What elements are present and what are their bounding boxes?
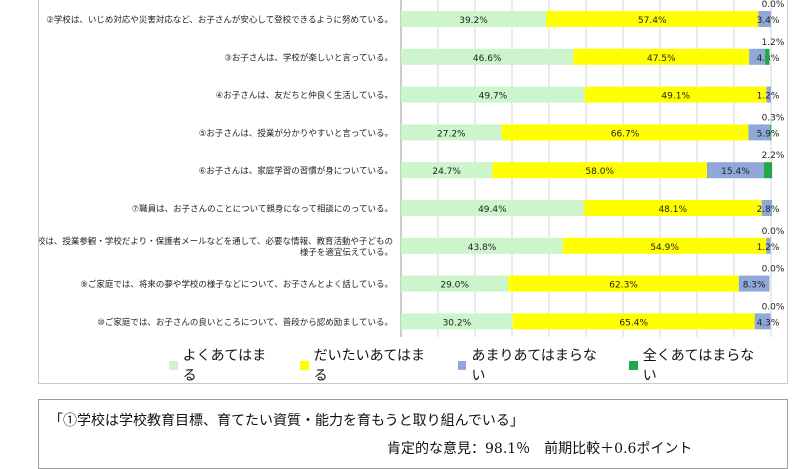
data-label: 15.4% [721,167,750,177]
summary-note: 「①学校は学校教育目標、育てたい資質・能力を育もうと取り組んでいる」 肯定的な意… [38,399,788,469]
bar-segment [754,313,771,330]
data-label: 1.2% [757,243,780,253]
data-label: 49.7% [479,92,508,102]
bar-segment [584,86,767,103]
bar-segment [501,124,749,141]
category-label: ⑤お子さんは、授業が分かりやすいと言っている。 [199,128,393,139]
bar-segment [766,86,771,103]
legend-item: だいたいあてはまる [299,345,434,385]
data-label: 62.3% [609,281,638,291]
legend-item: あまりあてはまらない [457,345,605,385]
category-label: ⑥お子さんは、家庭学習の習慣が身についている。 [199,166,393,177]
data-label: 0.0% [762,0,785,10]
bar-segment [401,162,493,179]
bar-segment [766,237,771,254]
legend-swatch [457,360,467,370]
data-label: 57.4% [638,16,667,26]
bar-segment [492,162,707,179]
data-label: 49.1% [661,92,690,102]
data-label: 49.4% [478,205,507,215]
bar-segment [401,11,547,27]
chart-frame: ②学校は、いじめ対応や災害対応など、お子さんが安心して登校できるように努めている… [38,0,788,384]
category-label: ⑩ご家庭では、お子さんの良いところについて、普段から認め励ましている。 [97,317,393,328]
bar-segment [401,86,585,103]
data-label: 46.6% [473,54,502,64]
legend-item: よくあてはまる [169,345,276,385]
category-label: ⑨ご家庭では、将来の夢や学校の様子などについて、お子さんとよく話している。 [80,279,393,290]
bar-segment [401,275,509,292]
data-label: 0.0% [762,265,785,275]
bar-segment [401,313,513,330]
bar-segment [748,124,771,141]
legend-label: よくあてはまる [182,348,267,384]
bar-segment [738,275,770,292]
data-label: 39.2% [459,16,488,26]
data-label: 4.3% [757,318,780,328]
bar-segment [401,48,574,65]
data-label: 2.8% [757,205,780,215]
data-label: 3.4% [757,16,780,26]
legend-swatch [629,360,638,370]
data-label: 0.0% [762,302,785,312]
data-label: 30.2% [443,318,472,328]
data-label: 29.0% [440,281,469,291]
bar-segment [765,48,770,65]
bar-segment [749,48,766,65]
category-label: ④お子さんは、友だちと仲良く生活している。 [216,90,393,101]
bar-segment [401,124,502,141]
data-label: 0.0% [762,227,785,237]
data-label: 5.9% [757,129,780,139]
legend-item: 全くあてはまらない [629,345,763,385]
bar-segment [583,200,762,216]
data-label: 48.1% [658,205,687,215]
note-positive-rate: 肯定的な意見：98.1％ 前期比較＋0.6ポイント [387,441,693,457]
category-label: ⑦職員は、お子さんのことについて親身になって相談にのっている。 [131,204,393,215]
data-label: 43.8% [468,243,497,253]
legend-label: あまりあてはまらない [471,348,597,384]
bar-segment [401,200,584,216]
legend: よくあてはまる だいたいあてはまる あまりあてはまらない 全くあてはまらない [169,348,787,384]
bar-segment [401,237,564,254]
data-label: 47.5% [647,54,676,64]
data-label: 2.2% [762,151,785,161]
legend-label: 全くあてはまらない [642,348,755,384]
data-label: 54.9% [650,243,679,253]
category-label: ⑧学校は、授業参観・学校だより・保護者メールなどを通して、必要な情報、教育活動や… [39,236,393,258]
data-label: 65.4% [619,318,648,328]
data-label: 0.3% [762,113,785,123]
category-label: ②学校は、いじめ対応や災害対応など、お子さんが安心して登校できるように努めている… [46,15,393,26]
legend-swatch [169,360,178,370]
bar-segment [573,48,750,65]
data-label: 66.7% [611,129,640,139]
stacked-bar-chart: ②学校は、いじめ対応や災害対応など、お子さんが安心して登校できるように努めている… [39,0,785,337]
data-label: 1.2% [757,92,780,102]
data-label: 27.2% [437,129,466,139]
bar-segment [546,11,759,27]
data-label: 1.2% [762,38,785,48]
note-item-title: 「①学校は学校教育目標、育てたい資質・能力を育もうと取り組んでいる」 [49,413,524,429]
legend-swatch [299,360,309,370]
bar-segment [508,275,739,292]
bar-segment [512,313,755,330]
bar-segment [763,162,773,179]
category-label: ③お子さんは、学校が楽しいと言っている。 [224,52,393,63]
data-label: 24.7% [432,167,461,177]
legend-label: だいたいあてはまる [313,348,426,384]
bar-segment [761,200,773,216]
bar-segment [563,237,767,254]
bar-segment [758,11,771,27]
bar-segment [770,124,772,141]
data-label: 58.0% [585,167,614,177]
data-label: 8.3% [743,281,766,291]
bar-segment [706,162,764,179]
